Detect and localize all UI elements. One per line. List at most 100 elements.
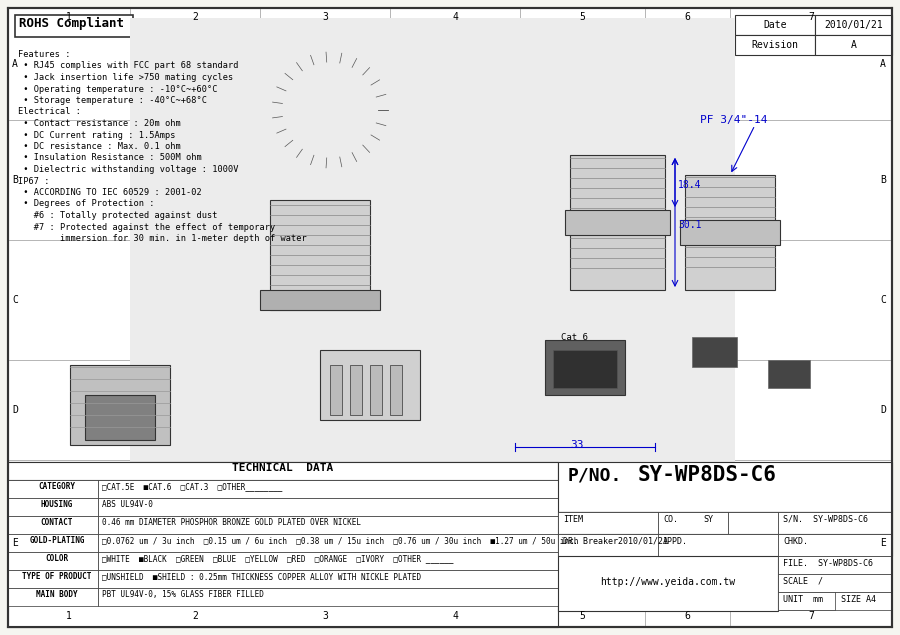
Bar bbox=[370, 365, 382, 415]
Text: HOUSING: HOUSING bbox=[40, 500, 73, 509]
Text: 30.1: 30.1 bbox=[678, 220, 701, 230]
Text: 2: 2 bbox=[192, 12, 198, 22]
Polygon shape bbox=[525, 295, 645, 435]
Text: 1: 1 bbox=[66, 611, 72, 621]
Text: C: C bbox=[880, 295, 886, 305]
Bar bbox=[728, 512, 778, 534]
Text: 6: 6 bbox=[685, 611, 690, 621]
Bar bbox=[558, 556, 778, 611]
Text: APPD.: APPD. bbox=[663, 537, 688, 546]
Bar bbox=[658, 512, 728, 534]
Text: 2: 2 bbox=[192, 611, 198, 621]
Circle shape bbox=[535, 315, 635, 415]
Text: CATEGORY: CATEGORY bbox=[39, 482, 76, 491]
Text: • RJ45 complies with FCC part 68 standard: • RJ45 complies with FCC part 68 standar… bbox=[18, 62, 239, 70]
Bar bbox=[8, 480, 98, 498]
Bar bbox=[558, 462, 892, 512]
Bar bbox=[778, 556, 892, 574]
Bar bbox=[553, 350, 617, 388]
Text: PBT UL94V-0, 15% GLASS FIBER FILLED: PBT UL94V-0, 15% GLASS FIBER FILLED bbox=[102, 590, 264, 599]
Bar bbox=[558, 512, 658, 534]
Bar bbox=[8, 588, 98, 606]
Text: □WHITE  ■BLACK  □GREEN  □BLUE  □YELLOW  □RED  □ORANGE  □IVORY  □OTHER ______: □WHITE ■BLACK □GREEN □BLUE □YELLOW □RED … bbox=[102, 554, 454, 563]
Bar bbox=[390, 365, 402, 415]
Bar bbox=[130, 18, 735, 463]
Bar bbox=[98, 480, 558, 498]
Text: 33: 33 bbox=[570, 440, 583, 450]
Text: 2010/01/21: 2010/01/21 bbox=[824, 20, 884, 30]
Text: 4: 4 bbox=[452, 611, 458, 621]
Bar bbox=[558, 534, 658, 556]
Text: Date: Date bbox=[763, 20, 787, 30]
Text: SCALE  /: SCALE / bbox=[783, 577, 823, 586]
Bar bbox=[778, 592, 835, 610]
Bar bbox=[565, 210, 670, 235]
Bar bbox=[8, 552, 98, 570]
Bar bbox=[778, 574, 892, 592]
Text: ROHS Compliant: ROHS Compliant bbox=[19, 17, 124, 30]
Text: • Jack insertion life >750 mating cycles: • Jack insertion life >750 mating cycles bbox=[18, 73, 233, 82]
Text: 3: 3 bbox=[322, 611, 328, 621]
Text: Electrical :: Electrical : bbox=[18, 107, 81, 116]
Text: 6: 6 bbox=[685, 12, 690, 22]
Text: B: B bbox=[12, 175, 18, 185]
Text: TYPE OF PRODUCT: TYPE OF PRODUCT bbox=[22, 572, 92, 581]
Text: FILE.  SY-WP8DS-C6: FILE. SY-WP8DS-C6 bbox=[783, 559, 873, 568]
Bar bbox=[815, 35, 892, 55]
Bar bbox=[658, 534, 778, 556]
Bar bbox=[98, 570, 558, 588]
Bar bbox=[778, 534, 892, 556]
Text: D: D bbox=[12, 405, 18, 415]
Bar bbox=[768, 360, 810, 388]
Text: ITEM: ITEM bbox=[563, 515, 583, 524]
Text: 5: 5 bbox=[580, 12, 585, 22]
Text: Revision: Revision bbox=[752, 40, 798, 50]
Bar bbox=[260, 290, 380, 310]
Text: COLOR: COLOR bbox=[45, 554, 68, 563]
Text: • Insulation Resistance : 500M ohm: • Insulation Resistance : 500M ohm bbox=[18, 154, 202, 163]
Text: MAIN BODY: MAIN BODY bbox=[36, 590, 77, 599]
Bar bbox=[350, 365, 362, 415]
Text: E: E bbox=[12, 538, 18, 549]
Circle shape bbox=[65, 280, 175, 390]
Text: Features :: Features : bbox=[18, 50, 70, 59]
Text: DR. Breaker2010/01/21: DR. Breaker2010/01/21 bbox=[563, 537, 668, 546]
Text: CHKD.: CHKD. bbox=[783, 537, 808, 546]
Text: • DC Current rating : 1.5Amps: • DC Current rating : 1.5Amps bbox=[18, 131, 176, 140]
Text: • Contact resistance : 20m ohm: • Contact resistance : 20m ohm bbox=[18, 119, 181, 128]
Bar bbox=[98, 498, 558, 516]
Bar bbox=[320, 350, 420, 420]
Bar bbox=[735, 35, 815, 55]
Text: A: A bbox=[880, 59, 886, 69]
Text: • ACCORDING TO IEC 60529 : 2001-02: • ACCORDING TO IEC 60529 : 2001-02 bbox=[18, 188, 202, 197]
Text: Cat 6: Cat 6 bbox=[561, 333, 588, 342]
Bar bbox=[570, 155, 665, 290]
Text: PF 3/4"-14: PF 3/4"-14 bbox=[700, 115, 768, 125]
Text: SIZE A4: SIZE A4 bbox=[841, 595, 876, 604]
Text: 18.4: 18.4 bbox=[678, 180, 701, 190]
Text: CO.: CO. bbox=[663, 515, 678, 524]
Bar bbox=[545, 340, 625, 395]
Bar bbox=[558, 512, 892, 534]
Bar bbox=[15, 15, 133, 37]
Text: UNIT  mm: UNIT mm bbox=[783, 595, 823, 604]
Bar bbox=[778, 592, 892, 610]
Bar bbox=[8, 570, 98, 588]
Bar bbox=[8, 462, 558, 627]
Bar bbox=[8, 516, 98, 534]
Text: • Degrees of Protection :: • Degrees of Protection : bbox=[18, 199, 155, 208]
Text: 5: 5 bbox=[580, 611, 585, 621]
Bar bbox=[8, 498, 98, 516]
Bar bbox=[98, 534, 558, 552]
Text: ABS UL94V-0: ABS UL94V-0 bbox=[102, 500, 153, 509]
Text: • Operating temperature : -10°C~+60°C: • Operating temperature : -10°C~+60°C bbox=[18, 84, 218, 93]
Bar bbox=[8, 534, 98, 552]
Bar bbox=[778, 512, 892, 534]
Text: • Dielectric withstanding voltage : 1000V: • Dielectric withstanding voltage : 1000… bbox=[18, 165, 239, 174]
Bar bbox=[85, 395, 155, 440]
Text: http://www.yeida.com.tw: http://www.yeida.com.tw bbox=[600, 577, 735, 587]
Text: #7 : Protected against the effect of temporary: #7 : Protected against the effect of tem… bbox=[18, 222, 275, 232]
Text: immersion for 30 min. in 1-meter depth of water: immersion for 30 min. in 1-meter depth o… bbox=[18, 234, 307, 243]
Bar bbox=[270, 200, 370, 310]
Circle shape bbox=[750, 335, 830, 415]
